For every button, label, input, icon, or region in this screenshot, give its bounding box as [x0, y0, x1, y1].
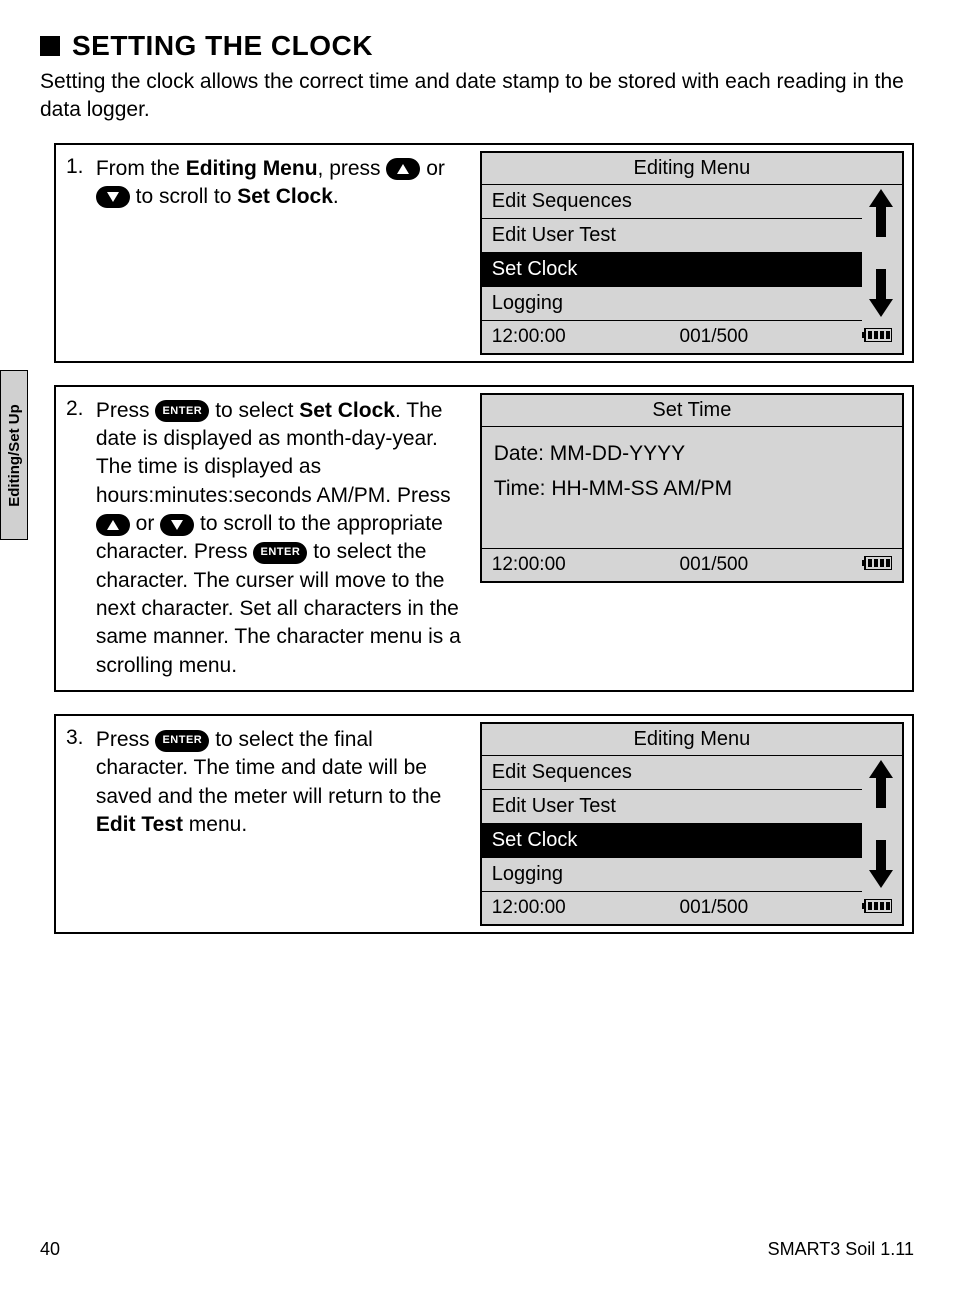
- menu-item: Edit User Test: [482, 790, 862, 824]
- menu-item: Edit Sequences: [482, 756, 862, 790]
- heading-row: SETTING THE CLOCK: [40, 30, 914, 62]
- screen-editing-menu: Editing Menu Edit Sequences Edit User Te…: [480, 151, 904, 355]
- big-up-arrow-icon: [869, 189, 893, 237]
- down-arrow-icon: [160, 514, 194, 536]
- step-3: 3. Press ENTER to select the final chara…: [54, 714, 914, 934]
- step-2: 2. Press ENTER to select Set Clock. The …: [54, 385, 914, 692]
- step-number: 1.: [55, 144, 96, 362]
- status-count: 001/500: [566, 897, 862, 919]
- side-tab-label: Editing/Set Up: [6, 404, 23, 507]
- screen-editing-menu: Editing Menu Edit Sequences Edit User Te…: [480, 722, 904, 926]
- menu-item: Edit User Test: [482, 219, 862, 253]
- up-arrow-icon: [96, 514, 130, 536]
- status-bar: 12:00:00 001/500: [482, 892, 902, 924]
- step-text: Press ENTER to select the final characte…: [96, 715, 474, 933]
- status-bar: 12:00:00 001/500: [482, 548, 902, 581]
- set-time-body: Date: MM-DD-YYYY Time: HH-MM-SS AM/PM: [482, 427, 902, 548]
- step-1: 1. From the Editing Menu, press or to sc…: [54, 143, 914, 363]
- enter-button-icon: ENTER: [253, 542, 307, 564]
- doc-id: SMART3 Soil 1.11: [768, 1239, 914, 1260]
- menu-item-selected: Set Clock: [482, 253, 862, 287]
- step-text: Press ENTER to select Set Clock. The dat…: [96, 386, 474, 691]
- time-line: Time: HH-MM-SS AM/PM: [494, 472, 890, 506]
- enter-button-icon: ENTER: [155, 730, 209, 752]
- big-down-arrow-icon: [869, 269, 893, 317]
- menu-item-selected: Set Clock: [482, 824, 862, 858]
- heading-bullet-icon: [40, 36, 60, 56]
- up-arrow-icon: [386, 158, 420, 180]
- screen-title: Editing Menu: [482, 724, 902, 756]
- step-number: 3.: [55, 715, 96, 933]
- page-heading: SETTING THE CLOCK: [72, 30, 373, 62]
- battery-icon: [862, 326, 892, 348]
- step-number: 2.: [55, 386, 96, 691]
- screen-title: Editing Menu: [482, 153, 902, 185]
- down-arrow-icon: [96, 186, 130, 208]
- date-line: Date: MM-DD-YYYY: [494, 437, 890, 471]
- battery-icon: [862, 897, 892, 919]
- screen-set-time: Set Time Date: MM-DD-YYYY Time: HH-MM-SS…: [480, 393, 904, 583]
- enter-button-icon: ENTER: [155, 400, 209, 422]
- screen-title: Set Time: [482, 395, 902, 427]
- big-up-arrow-icon: [869, 760, 893, 808]
- status-time: 12:00:00: [492, 897, 566, 919]
- page-number: 40: [40, 1239, 60, 1260]
- footer: 40 SMART3 Soil 1.11: [40, 1239, 914, 1260]
- status-count: 001/500: [566, 326, 862, 348]
- menu-item: Logging: [482, 858, 862, 892]
- scroll-arrows: [866, 189, 896, 317]
- status-count: 001/500: [566, 554, 862, 576]
- status-bar: 12:00:00 001/500: [482, 321, 902, 353]
- battery-icon: [862, 554, 892, 576]
- menu-item: Edit Sequences: [482, 185, 862, 219]
- menu-item: Logging: [482, 287, 862, 321]
- big-down-arrow-icon: [869, 840, 893, 888]
- intro-text: Setting the clock allows the correct tim…: [40, 68, 914, 125]
- status-time: 12:00:00: [492, 554, 566, 576]
- scroll-arrows: [866, 760, 896, 888]
- side-tab: Editing/Set Up: [0, 370, 28, 540]
- step-text: From the Editing Menu, press or to scrol…: [96, 144, 474, 362]
- status-time: 12:00:00: [492, 326, 566, 348]
